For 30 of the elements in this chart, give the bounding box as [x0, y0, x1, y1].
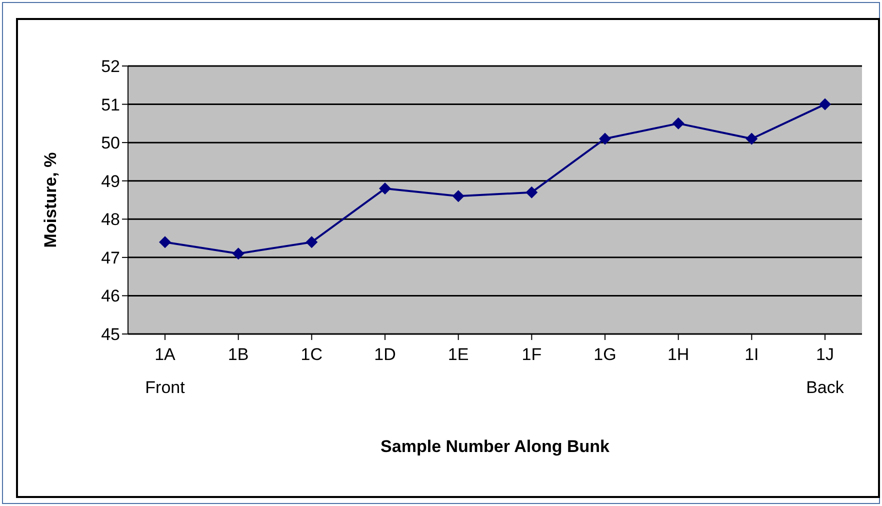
y-tick-label: 51: [101, 95, 120, 114]
point: [819, 98, 831, 110]
y-tick-label: 46: [101, 286, 120, 306]
point: [306, 236, 318, 248]
x-tick-label: 1I: [744, 345, 759, 364]
point: [672, 117, 684, 130]
point: [379, 182, 391, 195]
y-axis-title: Moisture, %: [41, 152, 60, 248]
y-tick-label: 50: [101, 134, 120, 153]
point: [232, 248, 244, 260]
y-tick-label: 47: [101, 248, 120, 268]
point: [746, 132, 758, 145]
x-tick-label: 1F: [522, 345, 542, 364]
x-axis-title: Sample Number Along Bunk: [380, 437, 610, 456]
point: [599, 132, 611, 145]
point: [159, 236, 171, 248]
x-tick-label: 1C: [300, 345, 323, 364]
x-tick-label: 1E: [448, 345, 469, 364]
x-tick-label: 1D: [374, 345, 396, 364]
x-tick-label: 1G: [594, 345, 616, 364]
x-tick-label: 1H: [667, 345, 690, 364]
x-tick-label: 1A Front: [145, 345, 186, 397]
point: [526, 186, 538, 198]
x-tick-label: 1J Back: [806, 345, 844, 397]
y-tick-label: 49: [101, 172, 120, 191]
y-tick-label: 48: [101, 210, 120, 230]
x-tick-label: 1B: [228, 345, 249, 364]
point: [452, 190, 464, 202]
y-tick-label: 45: [101, 325, 120, 344]
y-tick-label: 52: [101, 57, 120, 76]
